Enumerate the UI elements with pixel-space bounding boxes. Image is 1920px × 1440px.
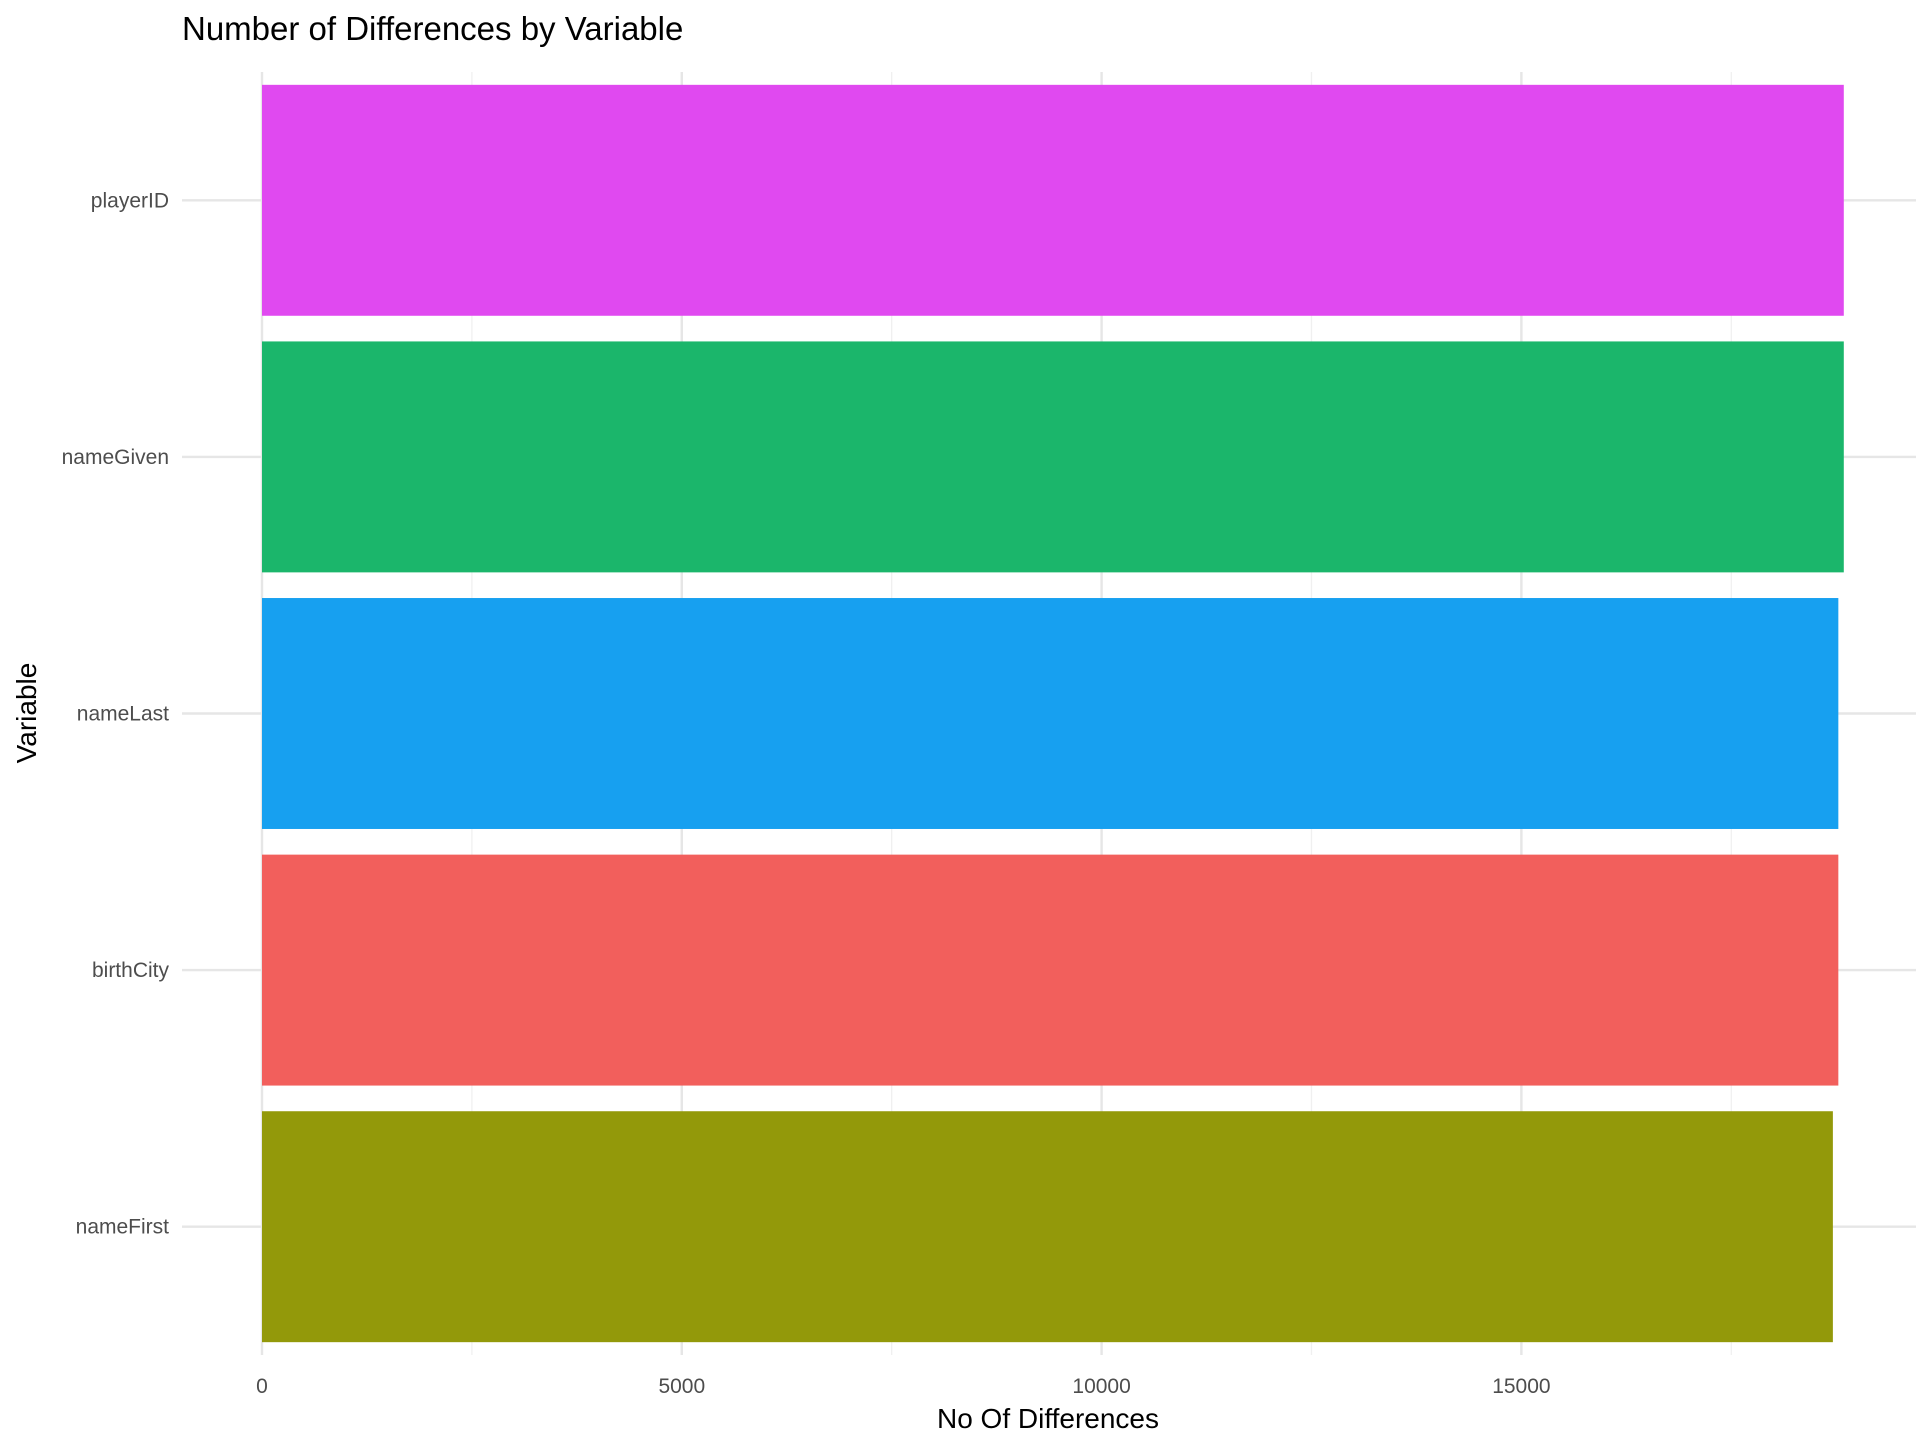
chart-title: Number of Differences by Variable bbox=[182, 10, 683, 47]
bars bbox=[262, 84, 1844, 1343]
x-tick-label: 15000 bbox=[1492, 1375, 1550, 1398]
x-tick-label: 10000 bbox=[1072, 1375, 1130, 1398]
x-tick-label: 5000 bbox=[658, 1375, 705, 1398]
y-tick-label: nameGiven bbox=[62, 446, 169, 469]
x-tick-label: 0 bbox=[256, 1375, 268, 1398]
y-tick-label: birthCity bbox=[92, 959, 170, 982]
y-tick-label: nameLast bbox=[77, 703, 169, 726]
y-tick-label: playerID bbox=[91, 189, 169, 212]
bar-playerID bbox=[262, 84, 1844, 316]
y-axis-title: Variable bbox=[11, 663, 42, 764]
x-tick-labels: 0 5000 10000 15000 bbox=[256, 1375, 1550, 1398]
bar-nameFirst bbox=[262, 1111, 1833, 1343]
bar-nameGiven bbox=[262, 341, 1844, 573]
bar-birthCity bbox=[262, 854, 1839, 1086]
y-tick-label: nameFirst bbox=[76, 1216, 170, 1239]
bar-nameLast bbox=[262, 598, 1839, 829]
y-tick-labels: nameFirst birthCity nameLast nameGiven playe… bbox=[62, 189, 170, 1238]
x-axis-title: No Of Differences bbox=[937, 1403, 1159, 1434]
